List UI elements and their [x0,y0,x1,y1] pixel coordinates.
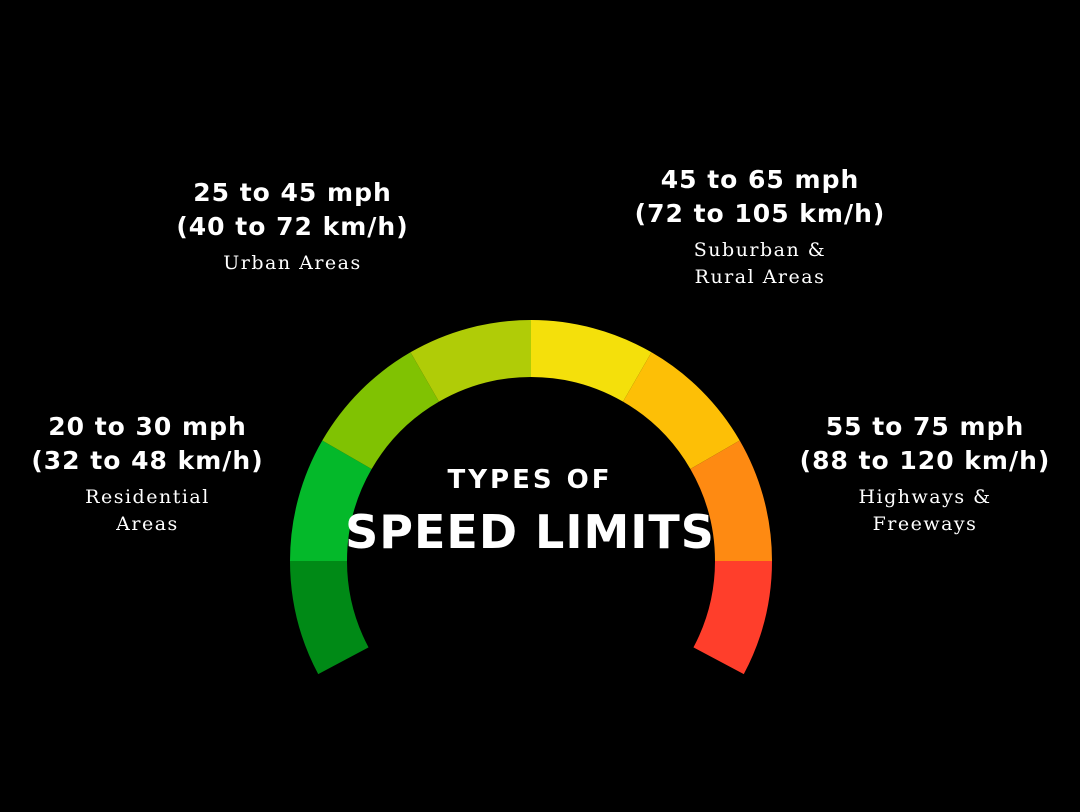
gauge-segment-5 [531,320,652,402]
area-line-1: Suburban & [693,239,827,261]
gauge-segment-6 [623,352,740,469]
speed-mph: 20 to 30 mph [48,412,247,441]
speed-kmh: (40 to 72 km/h) [176,212,409,241]
gauge-segment-7 [690,440,772,561]
area-line-1: Highways & [858,486,992,508]
speed-kmh: (88 to 120 km/h) [799,446,1051,475]
speed-mph: 55 to 75 mph [825,412,1025,441]
title-line-big: SPEED LIMITS [345,505,715,559]
area-line-2: Areas [116,513,179,535]
speed-mph: 45 to 65 mph [660,165,860,194]
area-label: Residential Areas [10,484,285,538]
speed-kmh: (32 to 48 km/h) [31,446,264,475]
category-highways-freeways: 55 to 75 mph (88 to 120 km/h) Highways &… [780,410,1070,538]
category-residential: 20 to 30 mph (32 to 48 km/h) Residential… [10,410,285,538]
area-line-2: Rural Areas [694,266,826,288]
speed-kmh: (72 to 105 km/h) [634,199,886,228]
area-label: Urban Areas [155,250,430,277]
gauge-segment-3 [322,352,439,469]
area-line-1: Residential [85,486,210,508]
gauge-segment-1 [290,561,369,675]
gauge-segment-2 [290,440,372,561]
center-title: TYPES OF SPEED LIMITS [330,460,730,564]
category-urban: 25 to 45 mph (40 to 72 km/h) Urban Areas [155,176,430,277]
area-label: Highways & Freeways [780,484,1070,538]
area-line-1: Urban Areas [223,252,362,274]
title-line-small: TYPES OF [447,465,613,495]
gauge-segment-4 [410,320,531,402]
gauge-segment-8 [693,561,772,675]
area-line-2: Freeways [872,513,978,535]
category-suburban-rural: 45 to 65 mph (72 to 105 km/h) Suburban &… [620,163,900,291]
speed-mph: 25 to 45 mph [193,178,392,207]
area-label: Suburban & Rural Areas [620,237,900,291]
